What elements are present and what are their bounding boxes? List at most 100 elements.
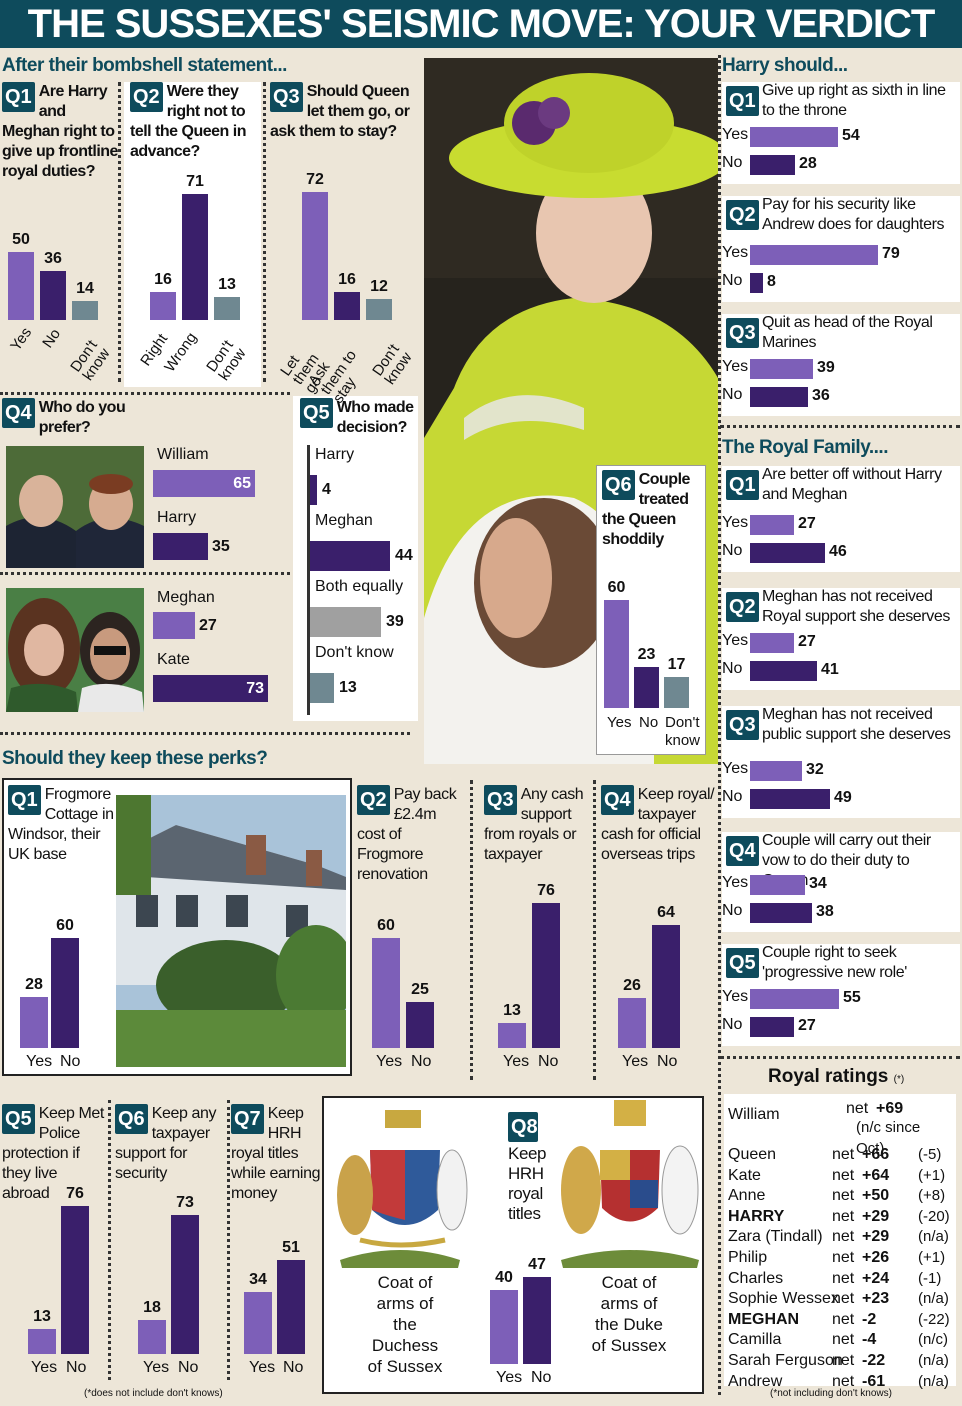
bar-value: 36 xyxy=(44,250,62,267)
chart-harry-q3: Q3 Quit as head of the Royal Marines Yes 39… xyxy=(722,314,960,416)
section-heading-perks: Should they keep these perks? xyxy=(2,748,268,769)
coat-of-arms-duchess xyxy=(330,1100,470,1270)
rating-change: (+8) xyxy=(918,1187,946,1205)
rating-change: (-5) xyxy=(918,1146,942,1163)
category-label: Yes xyxy=(26,1053,53,1070)
question-badge: Q6 xyxy=(602,470,635,500)
bar-value: 51 xyxy=(282,1239,300,1256)
category-label: Don't know xyxy=(369,341,416,388)
frogmore-illustration xyxy=(116,795,346,1067)
rating-net-prefix: net xyxy=(832,1310,855,1328)
bar-value: 64 xyxy=(657,904,675,921)
bar xyxy=(28,1329,56,1354)
rating-net-prefix: net xyxy=(832,1352,855,1369)
question-text: Quit as head of the Royal Marines xyxy=(762,314,933,351)
category-label: Yes xyxy=(722,358,749,375)
bar xyxy=(750,359,813,379)
rating-name: Kate xyxy=(728,1166,761,1184)
bar-value: 14 xyxy=(76,280,94,297)
divider xyxy=(0,392,290,395)
bar xyxy=(750,245,878,265)
bar xyxy=(750,387,808,407)
bar xyxy=(523,1277,551,1364)
category-label: No xyxy=(39,325,65,352)
question-badge: Q1 xyxy=(726,86,759,116)
chart-perks-q4: 26 64 xyxy=(618,892,710,1048)
question-perks-q2: Q2 Pay back £2.4m cost of Frogmore renov… xyxy=(357,785,467,885)
question-perks-q6: Q6 Keep any taxpayer support for securit… xyxy=(115,1104,227,1184)
bar xyxy=(618,998,646,1048)
question-text: Pay back £2.4m cost of Frogmore renovati… xyxy=(357,786,457,883)
question-q5: Q5 Who made decision? xyxy=(300,398,418,438)
category-label: Don't know xyxy=(665,714,701,749)
rating-change: (n/a) xyxy=(918,1290,949,1308)
question-badge: Q2 xyxy=(726,200,759,230)
category-label: No xyxy=(538,1053,559,1070)
bar xyxy=(277,1260,305,1354)
bar-value: 79 xyxy=(882,245,900,262)
bar-value: 17 xyxy=(667,656,686,673)
rating-change: (n/c) xyxy=(918,1331,948,1349)
bar xyxy=(40,271,66,320)
bar-value: 47 xyxy=(528,1256,546,1273)
bar xyxy=(372,938,400,1048)
coat-of-arms-duchess-icon xyxy=(337,1110,468,1268)
question-badge: Q4 xyxy=(601,785,634,815)
rating-change: (-22) xyxy=(918,1310,950,1328)
bar xyxy=(750,543,825,563)
question-q2: Q2 Were they right not to tell the Queen… xyxy=(130,82,258,162)
divider xyxy=(718,55,721,1395)
bar-value: 32 xyxy=(806,761,824,778)
bar-value: 76 xyxy=(66,1185,84,1202)
rating-net-prefix: net xyxy=(832,1228,855,1246)
footnote-ratings: (*not including don't knows) xyxy=(770,1388,892,1399)
question-badge: Q1 xyxy=(726,470,759,500)
category-label: Yes xyxy=(7,324,36,355)
bar-value: 60 xyxy=(607,579,626,596)
section-heading-statement: After their bombshell statement... xyxy=(2,55,287,76)
bar xyxy=(51,938,79,1048)
bar xyxy=(604,600,629,708)
bar-label: William xyxy=(157,446,209,463)
bar-value: 49 xyxy=(834,789,852,806)
divider xyxy=(0,732,410,735)
question-text: Meghan has not received Royal support sh… xyxy=(762,588,950,625)
question-badge: Q5 xyxy=(300,398,333,428)
divider xyxy=(0,572,290,575)
bar-value: 73 xyxy=(246,680,264,697)
rating-net: +29 xyxy=(862,1207,890,1225)
rating-net-prefix: net xyxy=(832,1146,855,1163)
rating-net: +24 xyxy=(862,1269,890,1287)
question-badge: Q8 xyxy=(508,1112,538,1142)
bar xyxy=(750,515,794,535)
category-label: Yes xyxy=(722,760,749,777)
category-label: No xyxy=(531,1369,552,1386)
category-label: No xyxy=(639,714,659,731)
question-text: Who made decision? xyxy=(336,399,414,436)
photo-william-harry xyxy=(6,446,144,568)
bar xyxy=(244,1292,272,1354)
rating-net-prefix: net xyxy=(832,1331,855,1349)
rating-name: William xyxy=(728,1106,780,1123)
bar-value: 36 xyxy=(812,387,830,404)
category-label: Yes xyxy=(722,514,749,531)
bar xyxy=(310,607,381,637)
bar xyxy=(153,533,208,560)
bar xyxy=(138,1320,166,1354)
question-text: Couple treated the Queen shoddily xyxy=(602,471,690,548)
question-perks-q4: Q4 Keep royal/ taxpayer cash for officia… xyxy=(601,785,716,865)
question-q6: Q6 Couple treated the Queen shoddily xyxy=(602,470,702,550)
question-text: Couple right to seek 'progressive new ro… xyxy=(762,944,907,981)
chart-family-q4: Q4 Couple will carry out their vow to do … xyxy=(722,832,960,932)
photo-kate-meghan xyxy=(6,588,144,712)
rating-change: (n/a) xyxy=(918,1228,949,1246)
rating-net-prefix: net xyxy=(832,1372,855,1390)
bar xyxy=(153,675,268,702)
category-label: No xyxy=(178,1359,199,1376)
category-label: No xyxy=(722,154,743,171)
rating-row: Kate net +64 (+1) xyxy=(728,1165,950,1186)
question-badge: Q3 xyxy=(484,785,517,815)
rating-row: Zara (Tindall) net +29 (n/a) xyxy=(728,1226,950,1247)
question-text: Were they right not to tell the Queen in… xyxy=(130,83,246,160)
bar xyxy=(664,677,689,708)
